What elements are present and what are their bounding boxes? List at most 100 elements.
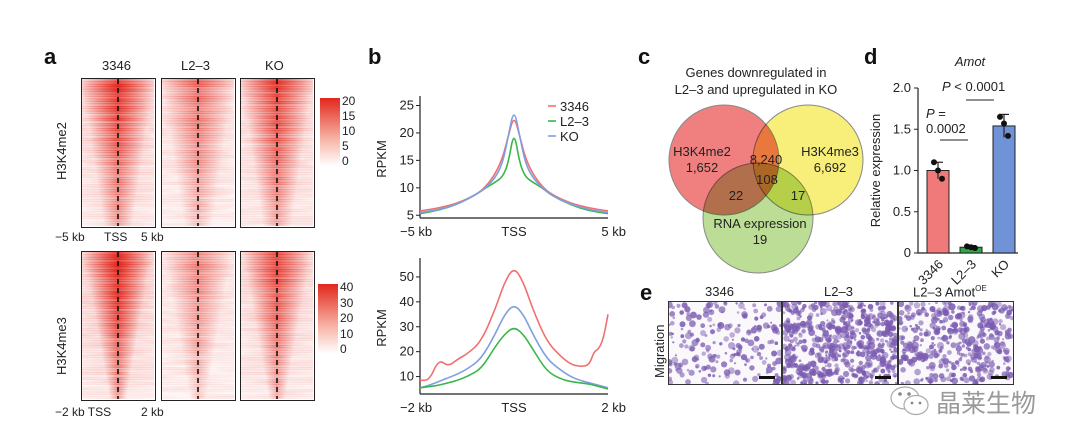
stained-cell (712, 341, 716, 345)
stained-cell (893, 346, 897, 349)
stained-cell (948, 335, 952, 340)
heatmap-row (82, 301, 154, 305)
heatmap-row (82, 174, 154, 178)
stained-cell (863, 304, 866, 307)
stained-cell (980, 316, 986, 323)
stained-cell (919, 344, 922, 347)
heatmap-row (82, 276, 154, 280)
stained-cell (967, 362, 971, 366)
bar-3346 (926, 170, 950, 254)
stained-cell (948, 314, 954, 321)
stained-cell (750, 355, 754, 360)
stained-cell (937, 336, 941, 340)
stained-cell (804, 321, 811, 328)
stained-cell (916, 325, 921, 330)
x-tick-label: 2 kb (601, 400, 626, 415)
heatmap-row (241, 130, 313, 134)
stained-cell (758, 343, 765, 350)
x-tick-label: TSS (501, 400, 527, 415)
stained-cell (996, 365, 1001, 370)
heatmap-row (241, 93, 313, 97)
stained-cell (899, 302, 905, 308)
heatmap-row (162, 103, 234, 107)
stained-cell (790, 302, 798, 306)
y-tick-label: 2.0 (893, 80, 911, 95)
y-tick-label: 1.0 (893, 163, 911, 178)
heatmap-row (82, 347, 154, 351)
stained-cell (765, 357, 768, 360)
stained-cell (774, 373, 779, 378)
stained-cell (913, 335, 920, 342)
heatmap-row (162, 384, 234, 388)
heatmap-row (241, 357, 313, 361)
stained-cell (846, 312, 853, 319)
micro-title-l23-amotoe: L2–3 AmotOE (913, 284, 987, 299)
stained-cell (840, 326, 848, 334)
heatmap-row (82, 303, 154, 307)
stained-cell (825, 304, 833, 312)
stained-cell (946, 341, 950, 345)
stained-cell (877, 306, 883, 311)
stained-cell (723, 336, 729, 342)
heatmap-row (162, 120, 234, 124)
stained-cell (928, 379, 933, 384)
venn-title-line2: L2–3 and upregulated in KO (674, 82, 838, 97)
heatmap-row (162, 93, 234, 97)
stained-cell (891, 325, 896, 331)
migration-ylabel: Migration (652, 324, 667, 378)
stained-cell (1008, 305, 1013, 312)
heatmap-row (82, 374, 154, 378)
stained-cell (790, 379, 796, 384)
cbar-tick: 10 (342, 124, 356, 138)
stained-cell (864, 361, 871, 369)
colorbar-h3k4me2 (320, 98, 340, 166)
stained-cell (857, 379, 864, 384)
stained-cell (669, 368, 673, 374)
stained-cell (922, 359, 925, 362)
heatmap-row (82, 113, 154, 117)
stained-cell (707, 316, 713, 322)
heatmap-row (162, 110, 234, 114)
stained-cell (754, 316, 759, 321)
heatmap-row (82, 274, 154, 278)
stained-cell (986, 318, 991, 322)
heatmap-row (162, 191, 234, 195)
heatmap-row (82, 194, 154, 198)
series-line-3346 (419, 269, 609, 382)
stained-cell (866, 327, 871, 332)
stained-cell (717, 323, 722, 327)
stained-cell (942, 354, 947, 359)
stained-cell (941, 325, 947, 331)
stained-cell (918, 320, 924, 326)
stained-cell (1006, 370, 1010, 374)
stained-cell (847, 304, 854, 311)
stained-cell (738, 302, 745, 309)
stained-cell (1000, 324, 1007, 331)
stained-cell (834, 326, 839, 331)
heatmap-row (82, 357, 154, 361)
stained-cell (938, 348, 943, 353)
heatmap-row (162, 154, 234, 158)
stained-cell (899, 327, 901, 330)
stained-cell (961, 344, 966, 348)
stained-cell (907, 312, 910, 315)
panel-label-a: a (44, 44, 57, 69)
stained-cell (937, 317, 940, 321)
stained-cell (817, 355, 825, 362)
heatmap-row (162, 221, 234, 225)
heatmap-row (241, 320, 313, 324)
stained-cell (967, 311, 971, 314)
stained-cell (680, 334, 685, 339)
heatmap-row (162, 211, 234, 215)
stained-cell (804, 339, 807, 342)
stained-cell (829, 334, 832, 338)
stained-cell (701, 351, 706, 356)
stained-cell (721, 310, 724, 314)
stained-cell (825, 379, 829, 384)
heatmap-row (241, 327, 313, 331)
heatmap-h3k4me3-0 (81, 251, 156, 401)
stained-cell (972, 302, 978, 306)
stained-cell (930, 336, 935, 341)
heatmap-row (241, 191, 313, 195)
venn-count-me3-rna: 17 (791, 188, 805, 203)
